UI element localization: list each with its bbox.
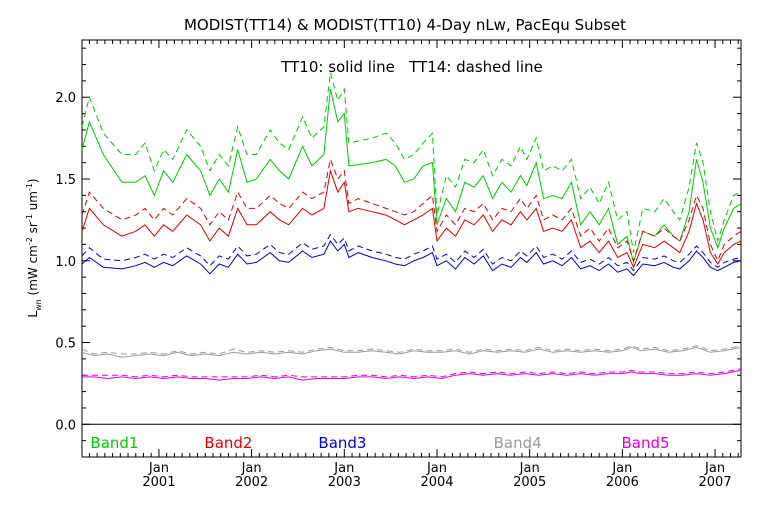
x-tick-year: 2001: [142, 475, 175, 490]
y-label-sr: sr: [26, 222, 40, 237]
y-label-main: L: [26, 311, 40, 318]
band5-tt14-dashed-line: [82, 368, 742, 378]
band2-tt14-dashed-line: [81, 157, 742, 263]
band5-tt10-solid-line: [82, 369, 742, 381]
x-tick-year: 2004: [420, 475, 453, 490]
y-label-um: um: [26, 191, 40, 214]
x-tick-month: Jan: [611, 461, 632, 476]
legend-band4: Band4: [494, 434, 542, 452]
plot-frame: [81, 39, 742, 458]
legend: Band1 Band2 Band3 Band4 Band5: [90, 434, 669, 452]
x-tick-month: Jan: [519, 461, 540, 476]
chart-title: MODIST(TT14) & MODIST(TT10) 4-Day nLw, P…: [184, 16, 626, 34]
x-tick-year: 2007: [699, 475, 732, 490]
x-tick-year: 2003: [328, 475, 361, 490]
y-label-units: (mW cm: [26, 245, 40, 299]
x-axis: Jan2001Jan2002Jan2003Jan2004Jan2005Jan20…: [88, 40, 739, 490]
y-label-close: ): [26, 178, 40, 183]
line-style-annotation: TT10: solid line TT14: dashed line: [280, 58, 543, 76]
y-tick-label: 0.5: [55, 337, 76, 352]
legend-band3: Band3: [318, 434, 366, 452]
band4-tt14-dashed-line: [81, 345, 742, 355]
x-tick-month: Jan: [426, 461, 447, 476]
x-tick-year: 2006: [606, 475, 639, 490]
x-tick-month: Jan: [704, 461, 725, 476]
x-tick-year: 2005: [513, 475, 546, 490]
y-label-exp1: -2: [25, 237, 34, 245]
x-tick-month: Jan: [333, 461, 354, 476]
y-axis-label: Lwn (mW cm-2 sr-1 um-1): [25, 178, 43, 317]
x-tick-year: 2002: [235, 475, 268, 490]
series-layer: [81, 72, 742, 381]
x-tick-month: Jan: [148, 461, 169, 476]
legend-band1: Band1: [90, 434, 138, 452]
y-tick-label: 1.5: [55, 173, 76, 188]
y-tick-label: 2.0: [55, 91, 76, 106]
band1-tt14-dashed-line: [81, 72, 742, 253]
legend-band2: Band2: [204, 434, 252, 452]
y-tick-label: 1.0: [55, 255, 76, 270]
x-tick-month: Jan: [241, 461, 262, 476]
y-label-exp2: -1: [25, 214, 34, 222]
legend-band5: Band5: [622, 434, 670, 452]
band2-tt10-solid-line: [81, 168, 742, 269]
y-axis: 0.0 0.5 1.0 1.5 2.0: [55, 47, 741, 442]
band3-tt10-solid-line: [81, 240, 742, 277]
y-label-subscript: wn: [34, 299, 43, 311]
band1-tt10-solid-line: [81, 88, 742, 265]
band4-tt10-solid-line: [81, 346, 742, 358]
y-tick-label: 0.0: [55, 418, 76, 433]
band3-tt14-dashed-line: [81, 233, 742, 272]
y-label-exp3: -1: [25, 183, 34, 191]
